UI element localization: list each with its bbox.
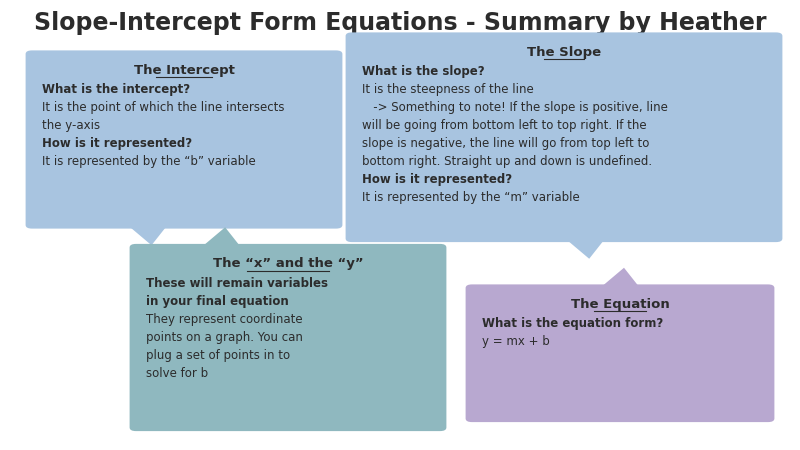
Text: What is the equation form?: What is the equation form?	[482, 317, 663, 330]
Polygon shape	[201, 227, 241, 248]
Text: What is the intercept?: What is the intercept?	[42, 83, 190, 96]
FancyBboxPatch shape	[130, 244, 446, 431]
Text: -> Something to note! If the slope is positive, line: -> Something to note! If the slope is po…	[362, 101, 667, 114]
Text: It is the steepness of the line: It is the steepness of the line	[362, 83, 534, 96]
Text: slope is negative, the line will go from top left to: slope is negative, the line will go from…	[362, 137, 649, 150]
Text: the y-axis: the y-axis	[42, 119, 100, 132]
Text: They represent coordinate: They represent coordinate	[146, 313, 302, 326]
Text: solve for b: solve for b	[146, 367, 208, 380]
Text: The “x” and the “y”: The “x” and the “y”	[213, 257, 363, 270]
Text: bottom right. Straight up and down is undefined.: bottom right. Straight up and down is un…	[362, 155, 652, 168]
Text: These will remain variables: These will remain variables	[146, 277, 328, 290]
Text: It is the point of which the line intersects: It is the point of which the line inters…	[42, 101, 284, 114]
Text: y = mx + b: y = mx + b	[482, 335, 550, 348]
Text: How is it represented?: How is it represented?	[362, 173, 512, 186]
FancyBboxPatch shape	[466, 284, 774, 422]
Text: The Slope: The Slope	[527, 46, 601, 59]
Polygon shape	[600, 268, 640, 288]
Polygon shape	[127, 225, 167, 245]
Text: Slope-Intercept Form Equations - Summary by Heather: Slope-Intercept Form Equations - Summary…	[34, 11, 766, 35]
Text: will be going from bottom left to top right. If the: will be going from bottom left to top ri…	[362, 119, 646, 132]
Text: in your final equation: in your final equation	[146, 295, 288, 308]
Text: The Intercept: The Intercept	[134, 64, 234, 77]
Text: The Equation: The Equation	[570, 298, 670, 311]
Polygon shape	[565, 238, 606, 259]
Text: It is represented by the “b” variable: It is represented by the “b” variable	[42, 155, 255, 168]
Text: What is the slope?: What is the slope?	[362, 65, 484, 78]
Text: points on a graph. You can: points on a graph. You can	[146, 331, 302, 344]
FancyBboxPatch shape	[346, 32, 782, 242]
FancyBboxPatch shape	[26, 50, 342, 229]
Text: plug a set of points in to: plug a set of points in to	[146, 349, 290, 362]
Text: It is represented by the “m” variable: It is represented by the “m” variable	[362, 191, 579, 204]
Text: How is it represented?: How is it represented?	[42, 137, 192, 150]
